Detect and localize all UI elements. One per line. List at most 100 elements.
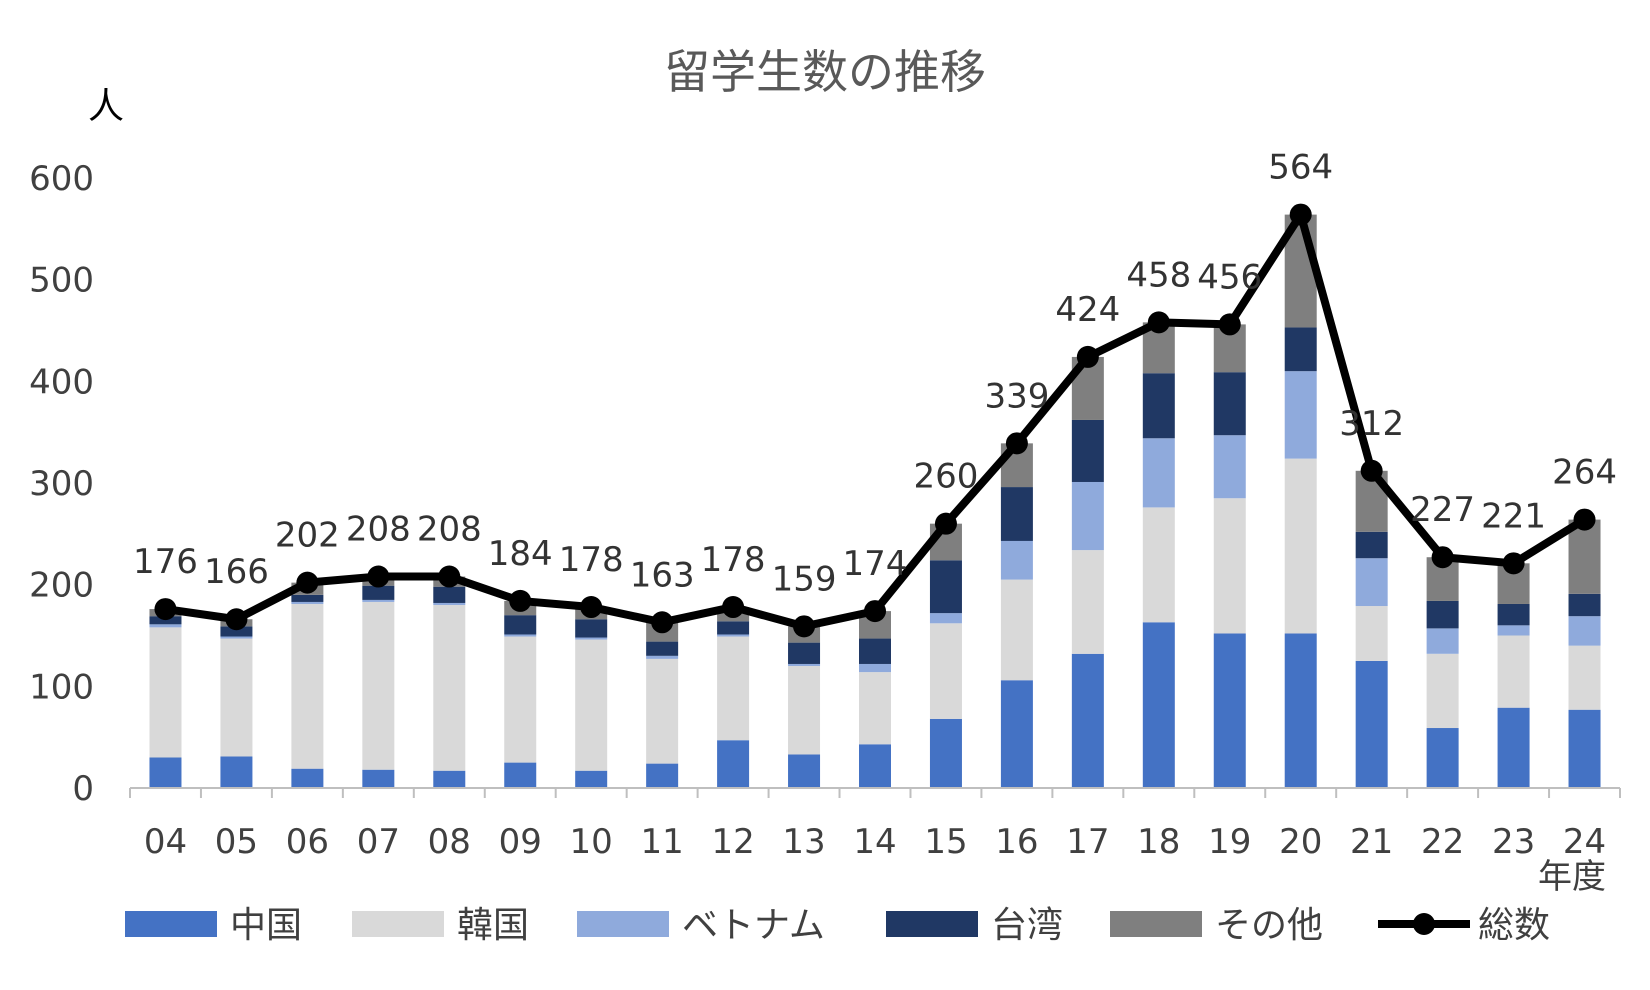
bar-segment bbox=[291, 603, 324, 769]
bar-segment bbox=[291, 594, 324, 602]
bar-segment bbox=[646, 658, 679, 764]
bar-segment bbox=[504, 615, 537, 635]
bar-segment bbox=[1568, 616, 1601, 646]
bar-segment bbox=[1000, 680, 1033, 788]
bar-segment bbox=[1284, 371, 1317, 459]
total-point bbox=[793, 615, 816, 638]
bar-segment bbox=[1568, 645, 1601, 710]
total-point bbox=[367, 565, 390, 588]
bar-segment bbox=[717, 621, 750, 635]
total-point bbox=[864, 600, 886, 623]
bar-segment bbox=[1426, 653, 1459, 729]
y-tick-label: 400 bbox=[29, 362, 94, 402]
bar-segment bbox=[362, 585, 395, 600]
bar-segment bbox=[1426, 628, 1459, 654]
total-data-label: 264 bbox=[1552, 453, 1617, 493]
bar-segment bbox=[717, 740, 750, 788]
y-tick-label: 500 bbox=[29, 261, 94, 301]
bar-segment bbox=[1142, 373, 1175, 439]
bar-segment bbox=[149, 624, 182, 628]
y-tick-label: 600 bbox=[29, 159, 94, 199]
bar-segment bbox=[1142, 438, 1175, 508]
bar-segment bbox=[929, 623, 962, 719]
legend-swatch bbox=[352, 911, 444, 937]
bar-segment bbox=[504, 634, 537, 637]
total-point bbox=[296, 571, 319, 594]
bar-segment bbox=[1497, 707, 1530, 788]
bar-segment bbox=[220, 638, 253, 757]
bar-segment bbox=[929, 613, 962, 624]
x-tick-label: 09 bbox=[499, 822, 542, 862]
total-data-label: 312 bbox=[1339, 404, 1404, 444]
y-tick-label: 0 bbox=[72, 769, 94, 809]
total-data-label: 227 bbox=[1410, 490, 1475, 530]
legend-label: 総数 bbox=[1478, 905, 1550, 946]
x-tick-label: 20 bbox=[1279, 822, 1322, 862]
bar-segment bbox=[1355, 606, 1388, 661]
bar-segment bbox=[1142, 622, 1175, 788]
bar-segment bbox=[1284, 458, 1317, 634]
bar-segment bbox=[1000, 540, 1033, 580]
bar-segment bbox=[1142, 507, 1175, 623]
total-point bbox=[1218, 313, 1241, 336]
bar-segment bbox=[291, 768, 324, 788]
x-tick-label: 04 bbox=[144, 822, 187, 862]
total-data-label: 163 bbox=[630, 555, 695, 595]
total-data-label: 166 bbox=[204, 552, 269, 592]
bar-segment bbox=[149, 616, 182, 625]
bar-segment bbox=[929, 718, 962, 788]
x-tick-label: 21 bbox=[1350, 822, 1393, 862]
total-data-label: 202 bbox=[275, 516, 340, 556]
bar-segment bbox=[1071, 419, 1104, 482]
bar-segment bbox=[433, 602, 466, 605]
legend-label: その他 bbox=[1215, 905, 1323, 946]
bar-segment bbox=[575, 639, 608, 771]
bar-segment bbox=[149, 627, 182, 758]
total-data-label: 176 bbox=[133, 542, 198, 582]
total-data-label: 458 bbox=[1126, 255, 1191, 295]
bar-segment bbox=[1497, 635, 1530, 708]
bar-segment bbox=[220, 626, 253, 637]
bar-segment bbox=[362, 601, 395, 770]
bar-segment bbox=[646, 641, 679, 656]
y-axis: 0 100 200 300 400 500 600 bbox=[29, 159, 94, 809]
x-tick-label: 08 bbox=[428, 822, 471, 862]
bar-segment bbox=[859, 672, 891, 745]
legend-label: 台湾 bbox=[991, 905, 1063, 946]
bar-segment bbox=[1284, 633, 1317, 788]
bar-segment bbox=[433, 586, 466, 603]
x-tick-label: 05 bbox=[215, 822, 258, 862]
bar-segment bbox=[788, 754, 821, 788]
total-data-label: 208 bbox=[417, 510, 482, 550]
x-axis-label: 年度 bbox=[1538, 857, 1606, 897]
bar-segment bbox=[859, 663, 891, 673]
bar-layer bbox=[149, 214, 1601, 788]
total-data-label: 424 bbox=[1055, 290, 1120, 330]
bar-segment bbox=[788, 642, 821, 664]
bar-segment bbox=[1213, 372, 1246, 436]
bar-segment bbox=[362, 769, 395, 788]
bar-segment bbox=[717, 634, 750, 637]
total-data-label: 260 bbox=[913, 457, 978, 497]
bar-segment bbox=[433, 770, 466, 788]
bar-segment bbox=[1213, 633, 1246, 788]
x-tick-label: 14 bbox=[853, 822, 896, 862]
x-axis bbox=[129, 787, 1621, 798]
legend-swatch bbox=[125, 911, 217, 937]
y-tick-label: 100 bbox=[29, 667, 94, 707]
total-point bbox=[438, 565, 461, 588]
legend: 中国 韓国 ベトナム 台湾 その他 総数 bbox=[125, 905, 1550, 946]
chart-title: 留学生数の推移 bbox=[664, 45, 986, 99]
y-tick-label: 300 bbox=[29, 464, 94, 504]
total-data-label: 184 bbox=[488, 534, 553, 574]
total-point bbox=[1147, 311, 1170, 334]
bar-segment bbox=[1213, 435, 1246, 499]
y-tick-label: 200 bbox=[29, 566, 94, 606]
bar-segment bbox=[717, 636, 750, 741]
total-data-label: 456 bbox=[1197, 257, 1262, 297]
total-point bbox=[722, 596, 745, 619]
x-tick-label: 12 bbox=[711, 822, 754, 862]
x-tick-labels: 04 05 06 07 08 09 10 11 12 13 14 15 16 17 18 19 20 21 22 23… bbox=[144, 822, 1606, 862]
